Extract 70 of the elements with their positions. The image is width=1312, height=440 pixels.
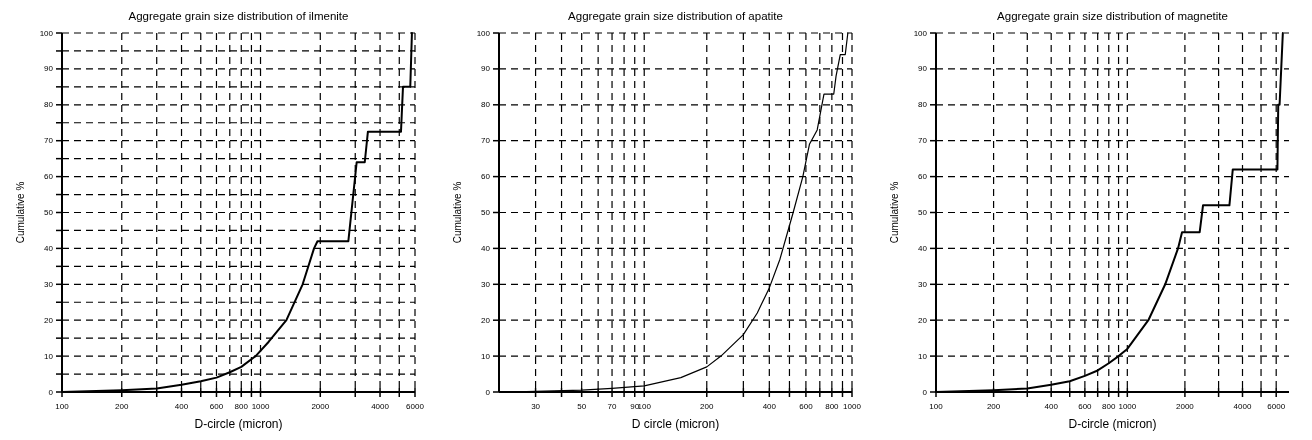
x-tick-label: 1000 [1118, 402, 1137, 411]
y-tick-label: 40 [481, 243, 491, 253]
x-tick-label: 1000 [843, 402, 862, 411]
x-axis-title: D circle (micron) [631, 417, 720, 431]
y-tick-label: 30 [44, 279, 54, 289]
x-tick-label: 70 [607, 402, 618, 411]
x-tick-label: 800 [234, 402, 249, 411]
x-tick-label: 600 [209, 402, 224, 411]
y-tick-label: 10 [44, 351, 54, 361]
x-axis-title: D-circle (micron) [1068, 417, 1157, 431]
y-axis-title: Cumulative % [452, 181, 463, 244]
x-tick-label: 400 [174, 402, 189, 411]
y-tick-label: 50 [481, 208, 491, 218]
chart-title: Aggregate grain size distribution of apatite [568, 10, 783, 22]
x-tick-label: 200 [700, 402, 714, 411]
y-tick-label: 40 [918, 243, 928, 253]
y-tick-label: 50 [44, 208, 54, 218]
y-tick-label: 10 [918, 351, 928, 361]
y-tick-label: 30 [481, 279, 491, 289]
y-tick-label: 70 [918, 136, 928, 146]
y-tick-label: 80 [918, 100, 928, 110]
x-tick-label: 400 [762, 402, 777, 411]
y-tick-label: 80 [481, 100, 491, 110]
x-tick-label: 1000 [251, 402, 270, 411]
y-tick-label: 0 [485, 387, 491, 397]
y-tick-label: 70 [481, 136, 491, 146]
y-tick-label: 100 [39, 28, 54, 38]
x-tick-label: 400 [1044, 402, 1059, 411]
y-tick-label: 50 [918, 208, 928, 218]
x-tick-label: 200 [986, 402, 1001, 411]
x-tick-label: 4000 [1233, 402, 1252, 411]
y-tick-label: 60 [44, 172, 54, 182]
y-tick-label: 20 [44, 315, 54, 325]
x-tick-label: 100 [929, 402, 944, 411]
y-tick-label: 70 [44, 136, 54, 146]
y-tick-label: 90 [918, 64, 928, 74]
x-tick-label: 2000 [1176, 402, 1195, 411]
x-tick-label: 100 [637, 402, 652, 411]
y-tick-label: 100 [913, 28, 928, 38]
y-tick-label: 60 [918, 172, 928, 182]
y-axis-title: Cumulative % [889, 181, 900, 244]
x-tick-label: 30 [531, 402, 541, 411]
y-tick-label: 20 [481, 315, 491, 325]
x-tick-label: 6000 [1267, 402, 1286, 411]
y-axis-title: Cumulative % [15, 181, 26, 244]
y-tick-label: 0 [48, 387, 54, 397]
y-tick-label: 10 [481, 351, 491, 361]
x-tick-label: 6000 [406, 402, 425, 411]
x-axis-title: D-circle (micron) [194, 417, 283, 431]
chart-title: Aggregate grain size distribution of ilmenite [128, 10, 349, 22]
y-tick-label: 30 [918, 279, 928, 289]
x-tick-label: 2000 [311, 402, 330, 411]
y-tick-label: 20 [918, 315, 928, 325]
y-tick-label: 90 [481, 64, 491, 74]
x-tick-label: 600 [1078, 402, 1093, 411]
x-tick-label: 4000 [371, 402, 390, 411]
x-tick-label: 800 [825, 402, 840, 411]
x-tick-label: 600 [799, 402, 814, 411]
y-tick-label: 0 [922, 387, 928, 397]
x-tick-label: 100 [55, 402, 70, 411]
y-tick-label: 80 [44, 100, 54, 110]
x-tick-label: 200 [115, 402, 129, 411]
x-tick-label: 800 [1102, 402, 1116, 411]
x-tick-label: 90 [630, 402, 640, 411]
y-tick-label: 60 [481, 172, 491, 182]
chart-title: Aggregate grain size distribution of magnetite [997, 10, 1228, 22]
x-tick-label: 50 [577, 402, 587, 411]
y-tick-label: 40 [44, 243, 54, 253]
y-tick-label: 90 [44, 64, 54, 74]
y-tick-label: 100 [476, 28, 491, 38]
